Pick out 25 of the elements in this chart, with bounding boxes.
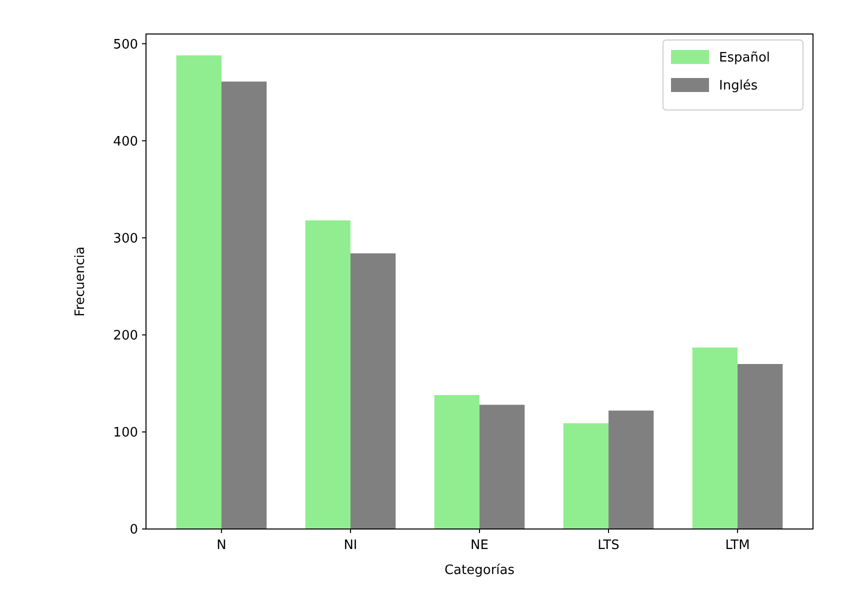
y-tick-label: 400 [113,134,138,150]
legend-label: Inglés [719,78,758,94]
bar [563,423,609,529]
y-axis-title: Frecuencia [73,246,88,316]
y-tick-label: 0 [130,522,138,538]
legend-label: Español [719,50,770,66]
bar [221,82,267,529]
bar [738,364,783,529]
x-tick-label: LTS [598,538,620,553]
y-tick-label: 500 [113,37,138,52]
y-tick-label: 100 [113,425,138,440]
bar [608,410,654,529]
x-tick-label: NI [344,538,358,553]
bar [480,404,525,529]
bar [350,253,396,529]
bar [692,348,738,529]
x-tick-label: LTM [725,538,750,553]
y-tick-label: 200 [113,328,138,344]
x-tick-label: N [216,538,226,553]
bar [434,395,480,529]
bar [305,220,350,529]
y-tick-label: 300 [113,231,138,246]
x-tick-label: NE [470,538,488,553]
x-axis-title: Categorías [444,563,515,578]
bar [176,55,222,529]
